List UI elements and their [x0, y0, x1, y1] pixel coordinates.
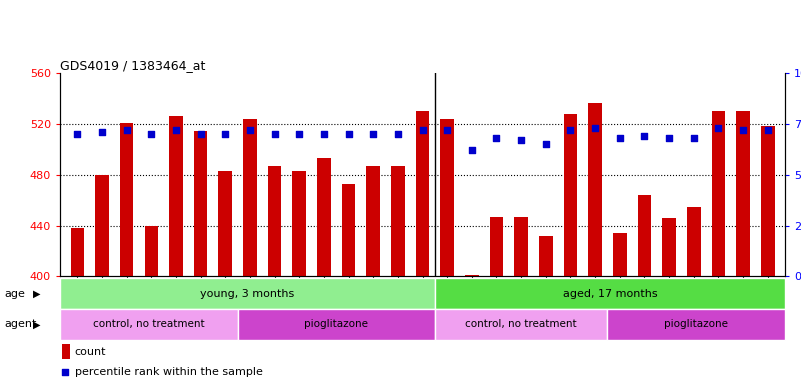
Bar — [489, 217, 503, 276]
Point — [392, 131, 405, 137]
Bar — [60, 309, 238, 340]
Text: control, no treatment: control, no treatment — [465, 319, 577, 329]
Bar — [514, 217, 528, 276]
Bar — [342, 184, 356, 276]
Bar — [169, 116, 183, 276]
Text: count: count — [74, 347, 106, 357]
Text: ▶: ▶ — [33, 289, 41, 299]
Point — [737, 127, 750, 133]
Bar — [366, 166, 380, 276]
Point — [120, 127, 133, 133]
Point — [712, 125, 725, 131]
Point — [268, 131, 281, 137]
Bar — [268, 166, 281, 276]
Point — [342, 131, 355, 137]
Text: control, no treatment: control, no treatment — [93, 319, 204, 329]
Bar — [435, 278, 785, 309]
Point — [170, 127, 183, 133]
Text: young, 3 months: young, 3 months — [200, 289, 295, 299]
Point — [589, 125, 602, 131]
Bar — [441, 119, 454, 276]
Text: agent: agent — [4, 319, 36, 329]
Text: pioglitazone: pioglitazone — [664, 319, 728, 329]
Bar — [62, 344, 70, 359]
Text: ▶: ▶ — [33, 319, 41, 329]
Bar — [194, 131, 207, 276]
Point — [244, 127, 256, 133]
Bar — [638, 195, 651, 276]
Bar — [60, 278, 435, 309]
Bar — [761, 126, 775, 276]
Bar — [662, 218, 676, 276]
Point — [281, 281, 294, 287]
Bar — [244, 119, 256, 276]
Bar — [219, 171, 232, 276]
Text: GDS4019 / 1383464_at: GDS4019 / 1383464_at — [60, 59, 205, 72]
Bar — [564, 114, 578, 276]
Bar — [711, 111, 725, 276]
Point — [95, 129, 108, 135]
Text: aged, 17 months: aged, 17 months — [562, 289, 658, 299]
Point — [441, 127, 453, 133]
Point — [638, 133, 651, 139]
Bar — [120, 122, 134, 276]
Point — [614, 135, 626, 141]
Point — [71, 131, 84, 137]
Point — [515, 137, 528, 143]
Point — [761, 127, 774, 133]
Text: pioglitazone: pioglitazone — [304, 319, 368, 329]
Bar — [687, 207, 701, 276]
Bar — [539, 236, 553, 276]
Point — [219, 131, 231, 137]
Text: age: age — [4, 289, 25, 299]
Bar — [238, 309, 435, 340]
Point — [539, 141, 552, 147]
Bar — [607, 309, 785, 340]
Bar — [144, 225, 158, 276]
Bar — [391, 166, 405, 276]
Bar — [435, 309, 607, 340]
Bar — [317, 158, 331, 276]
Point — [490, 135, 503, 141]
Point — [417, 127, 429, 133]
Point — [194, 131, 207, 137]
Bar — [416, 111, 429, 276]
Point — [564, 127, 577, 133]
Point — [293, 131, 306, 137]
Bar — [589, 103, 602, 276]
Bar — [70, 228, 84, 276]
Bar — [95, 175, 109, 276]
Point — [687, 135, 700, 141]
Text: percentile rank within the sample: percentile rank within the sample — [74, 367, 263, 377]
Bar — [465, 275, 479, 276]
Point — [367, 131, 380, 137]
Bar — [292, 171, 306, 276]
Point — [662, 135, 675, 141]
Point — [317, 131, 330, 137]
Point — [465, 147, 478, 153]
Bar — [613, 233, 626, 276]
Point — [145, 131, 158, 137]
Bar — [736, 111, 750, 276]
